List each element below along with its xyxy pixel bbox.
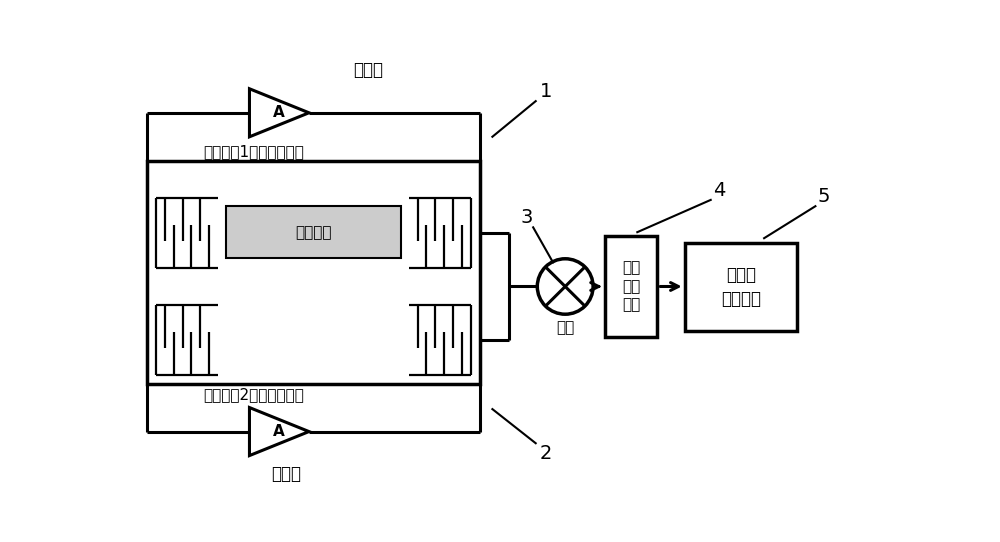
Text: 振荡电路2（参考支路）: 振荡电路2（参考支路） <box>203 387 304 402</box>
Text: 4: 4 <box>713 180 726 200</box>
Text: 敏感薄膜: 敏感薄膜 <box>295 225 332 240</box>
Text: 单片机
频率测量: 单片机 频率测量 <box>721 266 761 308</box>
Text: 放大
整形
电路: 放大 整形 电路 <box>622 260 640 313</box>
Text: A: A <box>273 105 285 120</box>
Bar <box>685 243 797 331</box>
Text: 5: 5 <box>818 187 830 206</box>
Text: 振荡电路1（测量支路）: 振荡电路1（测量支路） <box>203 144 304 159</box>
Text: 3: 3 <box>520 208 533 227</box>
Bar <box>147 160 480 384</box>
Text: 放大器: 放大器 <box>353 61 383 80</box>
Text: 混频: 混频 <box>556 320 574 335</box>
Text: 1: 1 <box>540 82 552 101</box>
Text: 放大器: 放大器 <box>272 465 302 483</box>
Bar <box>605 236 657 337</box>
Text: 2: 2 <box>540 443 552 463</box>
Text: A: A <box>273 424 285 439</box>
Bar <box>226 207 401 259</box>
